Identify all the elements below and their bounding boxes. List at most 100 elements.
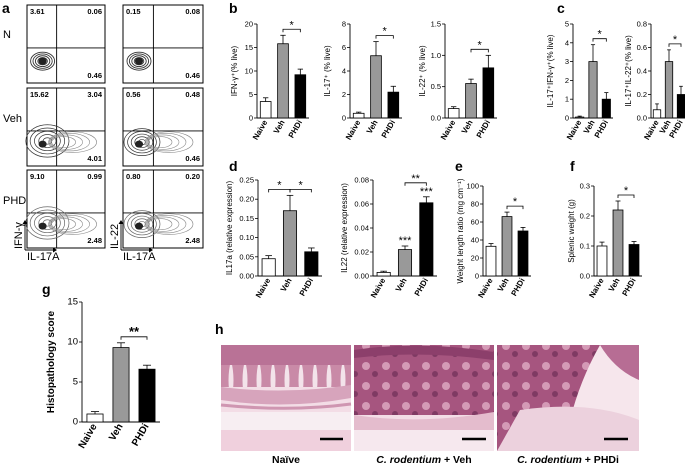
- contour-line: [50, 134, 83, 150]
- bar-phdi: [419, 202, 434, 277]
- y-tick-label: 0.0: [580, 272, 590, 281]
- y-tick-label: 20: [245, 20, 253, 29]
- flow-plot: 3.61 0.06 0.46: [26, 4, 106, 84]
- category-label: Naive: [344, 118, 363, 141]
- quadrant-value-lr: 2.48: [87, 236, 102, 245]
- bar-naive: [259, 101, 272, 119]
- significance-bracket: [592, 38, 607, 42]
- significance-bracket: [375, 35, 394, 39]
- significance-bracket: [120, 336, 148, 340]
- bar-phdi: [138, 368, 156, 423]
- quadrant-value-ur: 0.99: [87, 172, 102, 181]
- quadrant-value-lr: 0.46: [185, 154, 200, 163]
- category-label: Veh: [365, 118, 380, 135]
- contour-line: [32, 53, 53, 69]
- category-label: Veh: [272, 118, 287, 135]
- chart-c2: 0.00.20.40.60.8IL-17⁺IL-22⁺(% live)Naive…: [624, 20, 685, 141]
- y-axis-label: IL-17⁺IL-22⁺(% live): [624, 35, 633, 107]
- y-axis-label: IL-17⁺ (% live): [323, 45, 332, 97]
- contour-line: [145, 215, 187, 234]
- y-tick-label: 80: [471, 200, 479, 209]
- contour-line: [49, 215, 90, 234]
- contour-line: [51, 136, 76, 149]
- bar-phdi: [628, 244, 640, 277]
- bar-phdi: [601, 98, 611, 119]
- significance-label: *: [598, 29, 603, 41]
- caption-phdi: C. rodentium + PHDi: [517, 454, 619, 466]
- significance-label: *: [383, 26, 388, 38]
- category-label: Veh: [607, 276, 622, 293]
- y-tick-label: 60: [471, 218, 479, 227]
- bar-veh: [501, 216, 513, 277]
- y-tick-label: 1.0: [431, 51, 441, 60]
- flow-x-axis-label: IL-17A: [27, 251, 60, 263]
- bar-naive: [652, 109, 662, 119]
- panel-label-g: g: [42, 281, 51, 297]
- y-axis-label: IL22 (relative expression): [340, 183, 349, 273]
- significance-label: *: [624, 185, 629, 197]
- quadrant-value-ur: 0.06: [87, 7, 102, 16]
- bar-phdi: [676, 94, 685, 119]
- contour-line: [144, 213, 194, 235]
- y-tick-label: 2: [342, 90, 346, 99]
- contour-line: [131, 55, 147, 68]
- histology-phdi: [497, 345, 639, 451]
- significance-label: *: [299, 179, 304, 191]
- significance-bracket: [506, 205, 524, 210]
- category-label: PHDi: [509, 277, 526, 298]
- category-label: Naive: [439, 118, 458, 141]
- y-tick-label: 0.6: [637, 43, 647, 52]
- y-tick-label: 0.00: [354, 272, 369, 281]
- flow-row-label: PHDi: [3, 195, 29, 207]
- y-tick-label: 100: [466, 182, 479, 191]
- quadrant-value-ur: 0.08: [185, 7, 200, 16]
- bar-naive: [261, 258, 276, 277]
- contour-line: [50, 216, 83, 232]
- category-label: Naive: [251, 118, 270, 141]
- category-label: PHDi: [620, 277, 637, 298]
- contour-line: [123, 128, 161, 157]
- y-tick-label: 0.2: [580, 212, 590, 221]
- quadrant-value-ul: 9.10: [30, 172, 45, 181]
- flow-plot: 0.15 0.08 0.46: [122, 4, 204, 84]
- quadrant-value-ur: 0.48: [185, 90, 200, 99]
- y-tick-label: 0.00: [239, 272, 254, 281]
- category-label: PHDi: [475, 119, 492, 140]
- y-axis-label: Splenic weight (g): [567, 199, 576, 263]
- panel-label-e: e: [455, 158, 463, 174]
- y-tick-label: 0: [342, 114, 346, 123]
- contour-line: [34, 55, 51, 68]
- panel-label-f: f: [570, 158, 575, 174]
- category-label: Veh: [496, 276, 511, 293]
- bar-naive: [596, 245, 608, 277]
- bar-veh: [465, 83, 477, 119]
- category-label: PHDi: [298, 277, 315, 298]
- y-tick-label: 4: [565, 38, 569, 47]
- y-tick-label: 0.25: [239, 176, 254, 185]
- bar-veh: [588, 61, 598, 119]
- y-tick-label: 40: [471, 236, 479, 245]
- contour-line: [134, 218, 150, 230]
- category-label: PHDi: [593, 119, 610, 140]
- contour-line: [146, 216, 180, 232]
- contour-line: [130, 133, 154, 151]
- bar-phdi: [517, 230, 529, 277]
- y-tick-label: 5: [565, 20, 569, 29]
- significance-label: *: [478, 39, 483, 51]
- contour-line: [29, 127, 66, 155]
- category-label: Naive: [254, 276, 273, 299]
- bar-phdi: [304, 251, 319, 277]
- contour-line: [30, 51, 56, 71]
- y-tick-label: 0: [73, 417, 78, 428]
- significance-label: *: [513, 196, 518, 208]
- contour-line: [147, 136, 173, 149]
- y-tick-label: 0.04: [354, 224, 369, 233]
- panel-label-b: b: [229, 0, 238, 16]
- histology-naive: [220, 345, 352, 451]
- y-tick-label: 10: [67, 337, 78, 348]
- flow-plot: 0.80 0.20 2.48: [122, 169, 204, 249]
- y-tick-label: 10: [245, 67, 253, 76]
- contour-line: [145, 133, 187, 152]
- quadrant-value-lr: 4.01: [87, 154, 102, 163]
